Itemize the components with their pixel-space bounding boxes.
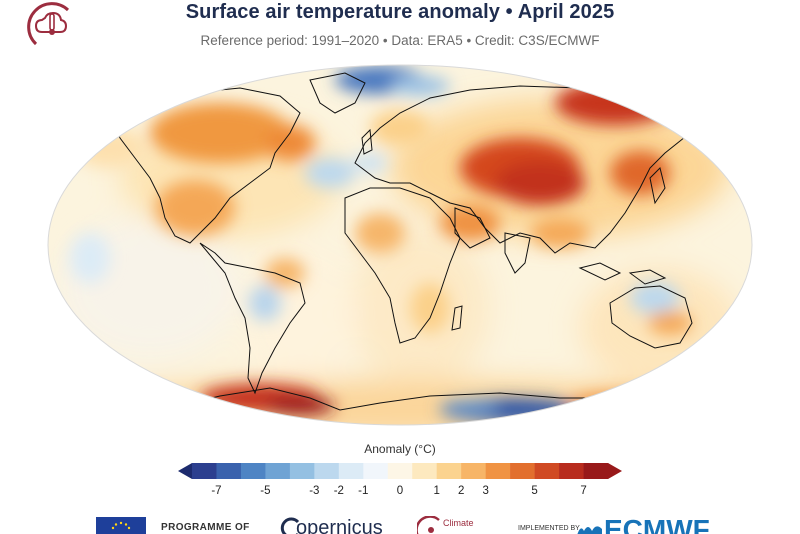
colorbar-ticks: -7 -5 -3 -2 -1 0 1 2 3 5 7 — [0, 485, 800, 501]
colorbar-tick-label: -1 — [358, 485, 369, 497]
colorbar-tick-label: 1 — [433, 485, 440, 497]
colorbar-segment — [265, 463, 291, 479]
c3s-footer-icon — [417, 516, 440, 534]
c3s-thermometer-logo — [27, 2, 70, 46]
colorbar-segment — [583, 463, 609, 479]
colorbar-tick-label: -2 — [333, 485, 344, 497]
map-title: Surface air temperature anomaly • April … — [185, 1, 615, 23]
colorbar-tick-label: 0 — [396, 485, 404, 497]
colorbar-label: Anomaly (°C) — [364, 442, 436, 456]
colorbar-segment — [240, 463, 266, 479]
copernicus-text: opernicus — [296, 517, 383, 534]
colorbar-segment — [314, 463, 340, 479]
colorbar-segment — [510, 463, 535, 479]
colorbar-segment — [485, 463, 511, 479]
colorbar-segment — [461, 463, 486, 479]
colorbar-segment — [436, 463, 462, 479]
colorbar-tick-label: 3 — [482, 485, 489, 497]
colorbar-segment — [192, 463, 217, 479]
colorbar-segment — [216, 463, 242, 479]
colorbar-tick-label: -3 — [309, 485, 320, 497]
colorbar-tick-label: 7 — [580, 485, 587, 497]
colorbar-segment — [338, 463, 364, 479]
colorbar-under-arrow — [178, 463, 192, 479]
colorbar-segment — [559, 463, 584, 479]
copernicus-icon — [280, 517, 300, 534]
map-subtitle: Reference period: 1991–2020 • Data: ERA5… — [200, 33, 600, 48]
colorbar-tick-label: -5 — [260, 485, 271, 497]
colorbar-tick-label: 5 — [531, 485, 538, 497]
colorbar-segment — [387, 463, 413, 479]
world-anomaly-map — [47, 64, 753, 426]
colorbar-segment — [289, 463, 315, 479]
ecmwf-text: ECMWF — [604, 514, 710, 534]
eu-flag-icon — [96, 517, 146, 534]
colorbar-tick-label: 2 — [457, 485, 465, 497]
implemented-by-text: IMPLEMENTED BY — [518, 525, 580, 532]
colorbar-tick-label: -7 — [211, 485, 222, 497]
footer-logos: PROGRAMME OF opernicus Climate IMPLEMENT… — [0, 512, 800, 534]
ecmwf-wave-icon — [577, 526, 602, 534]
colorbar-over-arrow — [608, 463, 622, 479]
programme-text: PROGRAMME OF — [161, 522, 250, 533]
colorbar-segment — [534, 463, 560, 479]
c3s-footer-text: Climate — [443, 518, 474, 528]
colorbar-segment — [412, 463, 438, 479]
colorbar-segment — [363, 463, 389, 479]
colorbar — [178, 463, 622, 479]
